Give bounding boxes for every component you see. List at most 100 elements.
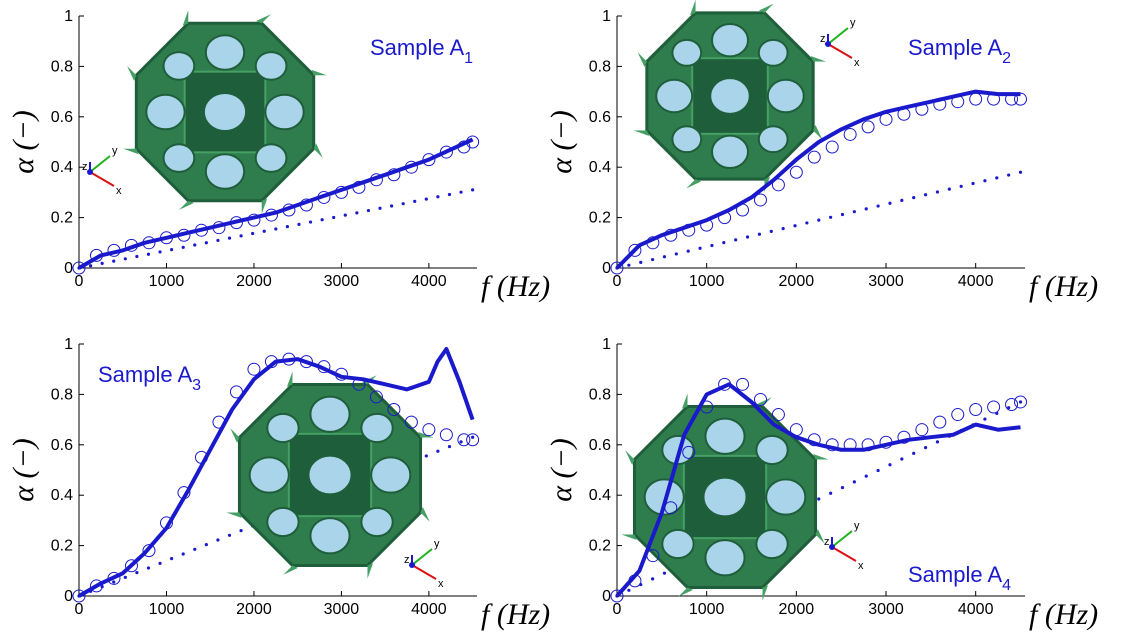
- triad-y-label: y: [854, 520, 860, 532]
- series-circle-marker: [736, 377, 750, 391]
- triad-z-label: z: [404, 554, 410, 566]
- x-tick-label: 4000: [411, 601, 447, 618]
- series-circle-marker: [282, 352, 296, 366]
- series-dot: [471, 188, 475, 192]
- series-dot: [793, 224, 797, 228]
- series-dot: [900, 198, 904, 203]
- series-line: [616, 90, 1021, 269]
- polyhedron-spike: [256, 14, 271, 24]
- polyhedron-spike: [756, 397, 772, 407]
- sample-label-text: Sample A: [98, 362, 192, 387]
- series-circle-marker: [334, 185, 348, 199]
- polyhedron-spike: [420, 506, 430, 522]
- sample-label-text: Sample A: [908, 35, 1002, 60]
- x-tick-label: 1000: [689, 601, 725, 618]
- series-dot: [436, 449, 440, 453]
- series-dot: [935, 190, 940, 194]
- series-circle-marker: [317, 360, 331, 374]
- triad-x-axis: [411, 564, 437, 580]
- polyhedron-spike: [633, 130, 650, 136]
- series-dot: [251, 231, 255, 236]
- series-dot: [88, 264, 93, 268]
- series-line: [78, 138, 473, 269]
- series-dot: [983, 179, 987, 183]
- series-dot: [471, 435, 475, 439]
- series-circle-marker: [969, 92, 983, 106]
- x-tick-label: 1000: [149, 601, 185, 618]
- polyhedron-pore: [671, 38, 703, 67]
- x-tick-label: 0: [613, 601, 622, 618]
- series-dot: [146, 252, 151, 256]
- series-dot: [710, 243, 714, 248]
- series-circle-marker: [879, 112, 893, 126]
- series-dot: [297, 222, 301, 226]
- series-dot: [662, 255, 667, 259]
- series-dot: [662, 571, 667, 575]
- polyhedron-pore: [709, 77, 751, 115]
- polyhedron-pore: [204, 153, 246, 190]
- series-circle-marker: [807, 433, 821, 447]
- series-circle-marker: [987, 400, 1001, 414]
- x-tick-label: 4000: [958, 273, 994, 290]
- series-circle-marker: [700, 400, 714, 414]
- polyhedron-spike: [764, 176, 770, 193]
- series-circle-marker: [212, 415, 226, 429]
- sample-label: Sample A4: [908, 562, 1011, 594]
- y-axis-label: α (−): [545, 438, 578, 501]
- series-dot: [852, 480, 856, 484]
- series-dot: [193, 243, 197, 247]
- polyhedron-spike: [690, 0, 696, 16]
- series-dot: [193, 547, 197, 551]
- polyhedron-spike: [230, 428, 240, 444]
- series-circle-marker: [1014, 92, 1028, 106]
- polyhedron-spike: [810, 56, 827, 62]
- polyhedron-spike: [621, 534, 637, 541]
- series-circle-marker: [753, 392, 767, 406]
- y-axis-label: α (−): [7, 438, 40, 501]
- series-dot: [355, 211, 359, 215]
- series-dot: [829, 215, 833, 219]
- series-circle-marker: [89, 248, 103, 262]
- polyhedron-pore: [264, 93, 305, 131]
- series-circle-marker: [682, 223, 696, 237]
- y-tick-label: 0.8: [51, 58, 73, 75]
- y-tick-label: 0: [602, 260, 611, 277]
- polyhedron-pore: [704, 417, 746, 455]
- polyhedron-pore: [266, 506, 300, 538]
- triad-x-axis: [827, 43, 853, 59]
- x-axis-label: f (Hz): [1029, 598, 1098, 631]
- series-circle-marker: [107, 571, 121, 585]
- series-circle-marker: [142, 236, 156, 250]
- series-circle-marker: [1014, 395, 1028, 409]
- polyhedron-pore: [309, 517, 351, 555]
- series-dot: [332, 215, 336, 220]
- polyhedron-spike: [758, 3, 774, 13]
- series-dot: [204, 241, 208, 245]
- series-circle-marker: [969, 403, 983, 417]
- polyhedron-pore: [266, 412, 300, 444]
- triad-z-label: z: [82, 161, 88, 173]
- series-dot: [900, 457, 904, 461]
- series-dot: [781, 226, 785, 231]
- series-dot: [995, 176, 999, 180]
- series-circle-marker: [422, 153, 436, 167]
- x-axis-label: f (Hz): [1029, 270, 1098, 303]
- series-dot: [204, 543, 208, 547]
- y-tick-label: 0.4: [589, 487, 611, 504]
- polyhedron-pore: [704, 539, 746, 577]
- series-circle-marker: [825, 438, 839, 452]
- polyhedron-pore: [360, 412, 394, 444]
- series-circle-marker: [951, 408, 965, 422]
- triad-x-label: x: [858, 560, 864, 572]
- polyhedron-spike: [637, 52, 647, 68]
- series-circle-marker: [933, 415, 947, 429]
- series-circle-marker: [664, 501, 678, 515]
- series-dot: [745, 235, 750, 239]
- series-circle-marker: [439, 145, 453, 159]
- polyhedron-spike: [179, 200, 194, 210]
- series-dot: [112, 580, 116, 584]
- y-tick-label: 0.6: [51, 109, 73, 126]
- y-tick-label: 0.4: [51, 487, 73, 504]
- x-axis-label: f (Hz): [481, 270, 550, 303]
- polyhedron-pore: [202, 91, 248, 133]
